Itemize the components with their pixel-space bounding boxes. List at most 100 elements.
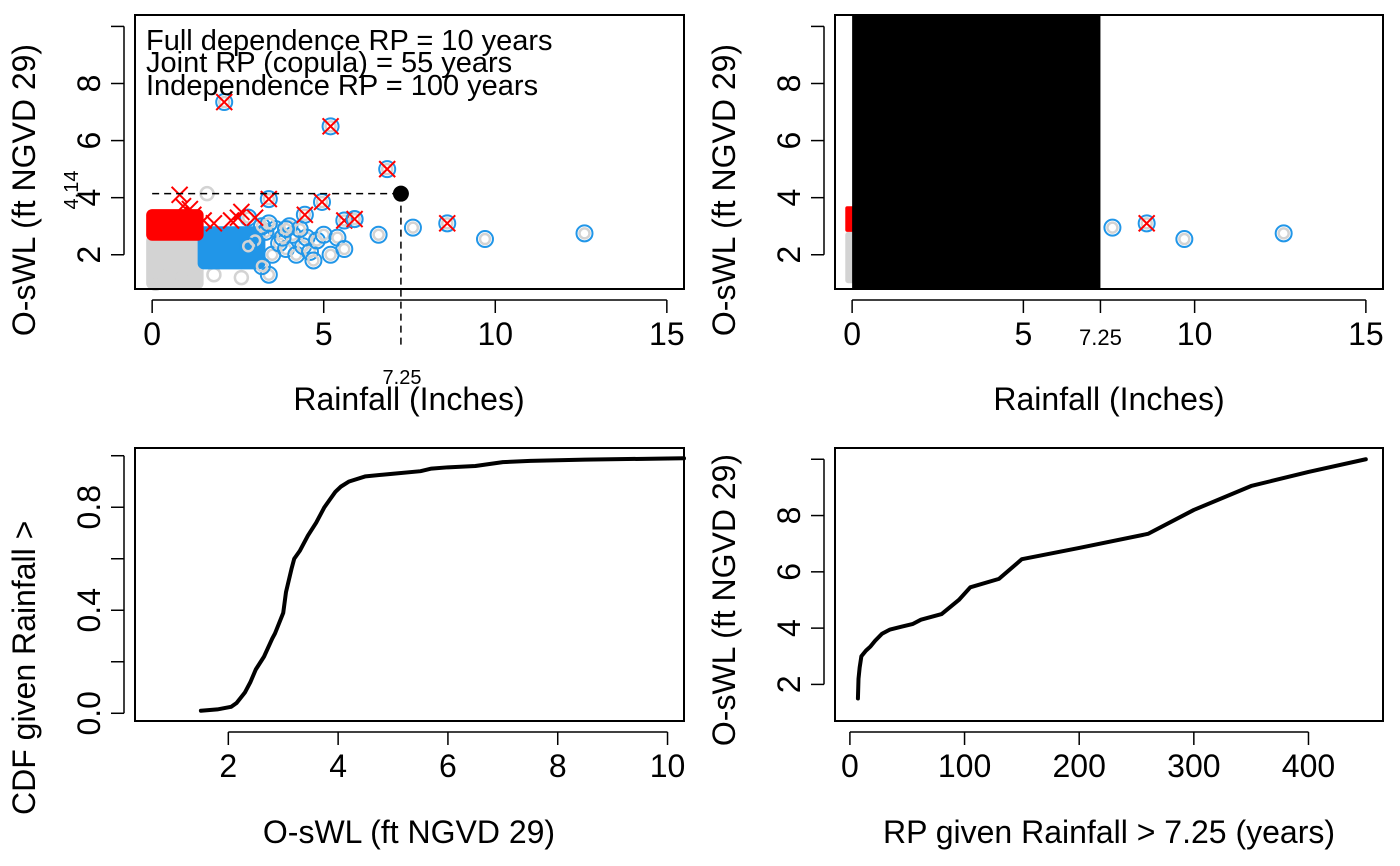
panel-conditional-cdf: 2 4 6 8 10 0.0 0.4 0.8 O-sWL (ft NGVD 29) CDF g… xyxy=(6,447,686,850)
blue-point-inner xyxy=(241,211,255,224)
extreme-point-inner xyxy=(440,217,454,230)
extreme-point xyxy=(378,160,397,179)
blue-point-inner xyxy=(1277,227,1290,240)
blue-point-inner xyxy=(578,227,591,240)
axes: 2 4 6 8 10 0.0 0.4 0.8 xyxy=(71,454,686,784)
y-axis-title: O-sWL (ft NGVD 29) xyxy=(706,454,742,746)
x-tick-label: 10 xyxy=(477,316,513,352)
blue-point-inner xyxy=(241,239,255,253)
y-tick-label: 8 xyxy=(71,75,107,93)
series-line xyxy=(198,456,686,713)
blue-point-inner xyxy=(406,221,420,234)
annotation-joint-rp: Joint RP (copula) = 55 years xyxy=(146,47,512,79)
blue-point xyxy=(304,251,323,270)
red-cross-point xyxy=(222,211,240,230)
y-tick-label: 6 xyxy=(71,132,107,150)
x-tick-label: 15 xyxy=(1348,316,1384,352)
y-tick-label: 6 xyxy=(771,132,807,150)
blue-point-inner xyxy=(266,248,279,261)
x-tick-label: 100 xyxy=(938,748,991,784)
panel-joint-scatter: 0 5 10 15 2 4 6 8 Full dependence RP = 10 years… xyxy=(6,14,685,417)
red-cross-point xyxy=(205,214,223,233)
extreme-point-inner xyxy=(380,162,394,176)
x-tick-label: 300 xyxy=(1167,748,1220,784)
plot-frame xyxy=(834,447,1384,722)
extreme-point xyxy=(321,117,340,136)
plot-frame xyxy=(834,14,1384,290)
x-axis-title: Rainfall (Inches) xyxy=(993,381,1224,417)
x-tick-label: 8 xyxy=(549,748,567,784)
blue-point-inner xyxy=(255,259,269,273)
y-tick-label: 2 xyxy=(771,246,807,264)
blue-point xyxy=(276,220,295,239)
extreme-point-inner xyxy=(298,208,312,222)
y-tick-label: 4 xyxy=(71,189,107,207)
annotation-independence: Independence RP = 100 years xyxy=(146,70,538,102)
blue-point-inner xyxy=(478,232,492,246)
y-axis-title: CDF given Rainfall > xyxy=(6,521,42,815)
extreme-point xyxy=(259,190,278,209)
blue-point xyxy=(1274,224,1293,243)
blue-point xyxy=(314,225,333,244)
extreme-point-cross xyxy=(215,93,233,111)
extreme-point-cross xyxy=(1137,214,1156,233)
grey-point-inner xyxy=(206,266,222,283)
extreme-point xyxy=(438,214,457,233)
blue-point-inner xyxy=(324,248,337,261)
plot-frame xyxy=(134,14,685,290)
line-marks xyxy=(855,457,1368,701)
y-tick-label: 4 xyxy=(771,619,807,637)
x-tick-label: 0 xyxy=(843,316,861,352)
x-tick-label: 10 xyxy=(650,748,686,784)
extreme-point-inner xyxy=(348,212,361,226)
extreme-point xyxy=(215,93,234,112)
extreme-point-inner xyxy=(262,192,276,206)
blue-point xyxy=(1103,218,1122,237)
x-tick-label: 15 xyxy=(649,316,685,352)
threshold-y-label: 4.14 xyxy=(61,171,83,210)
scatter-marks xyxy=(146,93,594,349)
blue-point-inner xyxy=(1106,221,1119,234)
extreme-point-cross xyxy=(296,206,314,224)
blue-point xyxy=(575,224,594,243)
y-tick-label: 0.8 xyxy=(71,485,107,529)
y-tick-label: 2 xyxy=(771,676,807,694)
extreme-point-cross xyxy=(438,214,456,233)
y-tick-label: 8 xyxy=(771,507,807,525)
blue-point xyxy=(369,225,388,244)
extreme-point-cross xyxy=(313,193,331,211)
annotation-full-dependence: Full dependence RP = 10 years xyxy=(146,25,553,57)
x-axis-title: RP given Rainfall > 7.25 (years) xyxy=(883,814,1335,850)
extreme-point-inner xyxy=(1140,217,1153,230)
blue-point-inner xyxy=(317,228,330,242)
red-cross-cluster xyxy=(146,209,204,241)
x-tick-label: 5 xyxy=(315,316,333,352)
red-cross-point xyxy=(184,206,203,224)
blue-point xyxy=(252,257,271,276)
axes: 0 5 10 15 2 4 6 8 xyxy=(71,25,685,352)
y-tick-label: 0.0 xyxy=(71,691,107,735)
y-axis-title: O-sWL (ft NGVD 29) xyxy=(706,44,742,336)
extreme-point xyxy=(295,205,314,224)
extreme-point-cross xyxy=(321,117,340,136)
x-tick-label: 7.25 xyxy=(1079,325,1122,350)
axes: 0 5 7.25 10 15 2 4 6 8 xyxy=(771,25,1384,352)
blue-point xyxy=(1175,230,1194,249)
grey-point-inner xyxy=(175,269,191,286)
threshold-x-label: 7.25 xyxy=(383,367,422,389)
red-cross-point xyxy=(246,208,264,227)
blue-point-inner xyxy=(1178,232,1191,246)
blue-point xyxy=(239,237,258,256)
extreme-point-inner xyxy=(217,95,231,109)
scatter-marks xyxy=(845,15,1293,289)
x-tick-label: 200 xyxy=(1052,748,1105,784)
x-tick-label: 0 xyxy=(143,316,161,352)
extreme-point-cross xyxy=(345,210,364,228)
extreme-point-inner xyxy=(324,120,337,133)
blue-point xyxy=(403,218,422,237)
grey-point-inner xyxy=(233,269,250,286)
blue-point xyxy=(475,230,494,249)
y-axis-title: O-sWL (ft NGVD 29) xyxy=(6,44,42,336)
red-cross-point xyxy=(229,208,247,227)
blue-point-inner xyxy=(307,254,320,267)
